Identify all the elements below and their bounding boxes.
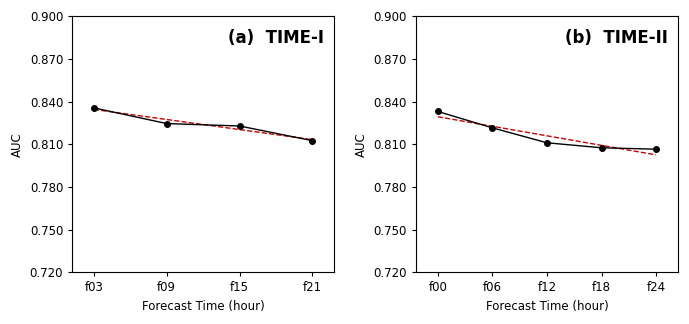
X-axis label: Forecast Time (hour): Forecast Time (hour) [486,300,608,313]
Y-axis label: AUC: AUC [11,132,24,156]
Text: (a)  TIME-I: (a) TIME-I [227,29,324,47]
Y-axis label: AUC: AUC [355,132,368,156]
X-axis label: Forecast Time (hour): Forecast Time (hour) [142,300,265,313]
Text: (b)  TIME-II: (b) TIME-II [564,29,668,47]
